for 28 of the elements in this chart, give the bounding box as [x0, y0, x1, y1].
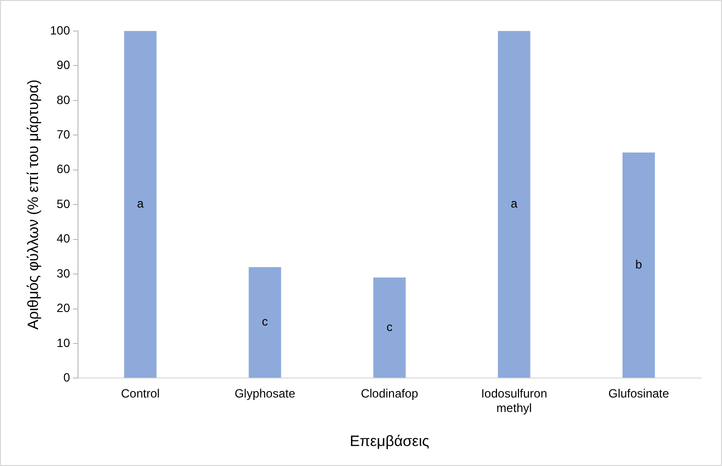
y-tick-label: 20: [56, 301, 70, 316]
bar: [373, 278, 406, 378]
x-axis-title: Επεμβάσεις: [350, 433, 430, 450]
annotation: a: [510, 196, 518, 211]
y-axis-title: Αριθμός φύλλων (% επί του μάρτυρα): [25, 80, 42, 330]
y-tick-label: 0: [63, 370, 70, 385]
y-tick-label: 30: [56, 266, 70, 280]
x-tick-label: Clodinafop: [360, 386, 419, 401]
y-tick-label: 70: [56, 127, 70, 142]
bar: [622, 152, 655, 378]
bar: [124, 31, 157, 378]
x-tick-label: Glufosinate: [608, 386, 670, 401]
annotation: c: [386, 320, 393, 334]
y-tick-label: 60: [56, 162, 70, 176]
y-tick-label: 40: [56, 232, 70, 246]
x-tick-label: Control: [120, 386, 160, 401]
y-tick-label: 100: [50, 23, 70, 38]
annotation: c: [262, 314, 268, 329]
y-tick-label: 80: [56, 92, 70, 107]
annotation: a: [136, 196, 144, 211]
x-tick-label: Iodosulfuron methyl: [481, 386, 548, 416]
bar: [248, 267, 282, 378]
y-tick-label: 10: [56, 336, 70, 350]
y-tick-label: 90: [56, 58, 70, 72]
annotation: b: [635, 257, 642, 272]
bar: [498, 31, 530, 378]
y-tick-label: 50: [56, 196, 70, 211]
x-tick-label: Glyphosate: [234, 386, 296, 401]
